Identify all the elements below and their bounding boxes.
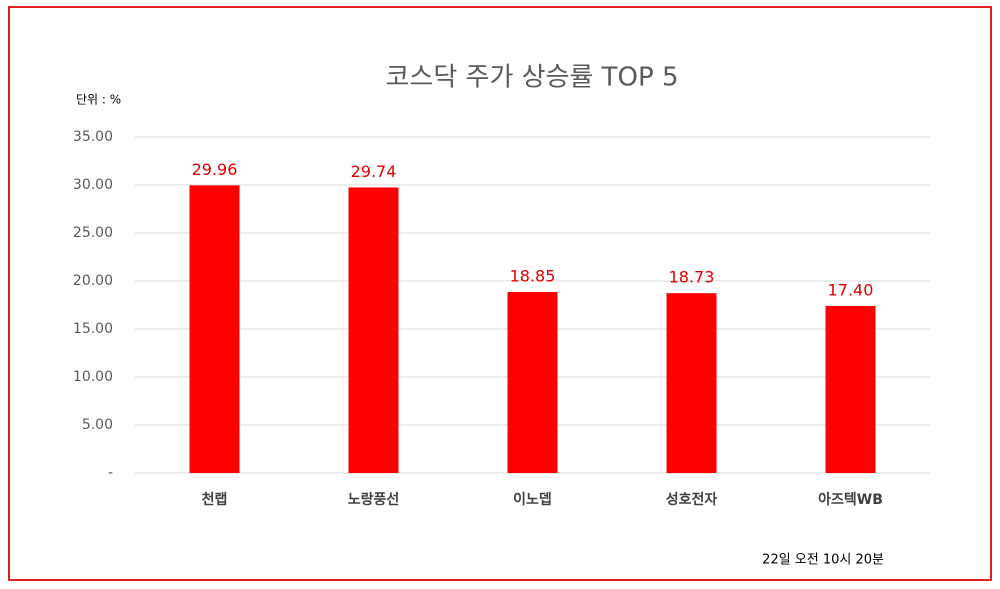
data-label: 29.74 bbox=[351, 162, 397, 181]
x-tick-label: 성호전자 bbox=[666, 491, 718, 508]
bar bbox=[825, 305, 876, 473]
x-tick-label: 천랩 bbox=[202, 492, 228, 508]
bar bbox=[189, 185, 240, 473]
chart-title: 코스닥 주가 상승률 TOP 5 bbox=[386, 63, 679, 93]
bar bbox=[507, 292, 558, 473]
y-tick-label: 15.00 bbox=[73, 321, 113, 337]
y-tick-label: 10.00 bbox=[73, 369, 113, 385]
y-tick-label: 35.00 bbox=[73, 129, 113, 145]
unit-label: 단위 : % bbox=[76, 93, 121, 107]
bar bbox=[348, 187, 399, 473]
footnote: 22일 오전 10시 20분 bbox=[762, 553, 884, 568]
x-tick-label: 아즈텍WB bbox=[818, 491, 883, 508]
data-label: 29.96 bbox=[192, 160, 238, 179]
data-label: 18.73 bbox=[669, 268, 715, 287]
data-label: 18.85 bbox=[510, 267, 556, 286]
data-label: 17.40 bbox=[828, 280, 874, 299]
x-tick-label: 이노뎁 bbox=[513, 491, 552, 508]
frame bbox=[8, 6, 992, 581]
y-tick-label: 30.00 bbox=[73, 177, 113, 193]
y-tick-label: - bbox=[108, 465, 113, 481]
y-tick-label: 20.00 bbox=[73, 273, 113, 289]
y-tick-label: 25.00 bbox=[73, 225, 113, 241]
y-tick-label: 5.00 bbox=[82, 417, 113, 433]
bar bbox=[666, 293, 717, 473]
x-tick-label: 노랑풍선 bbox=[348, 492, 400, 508]
